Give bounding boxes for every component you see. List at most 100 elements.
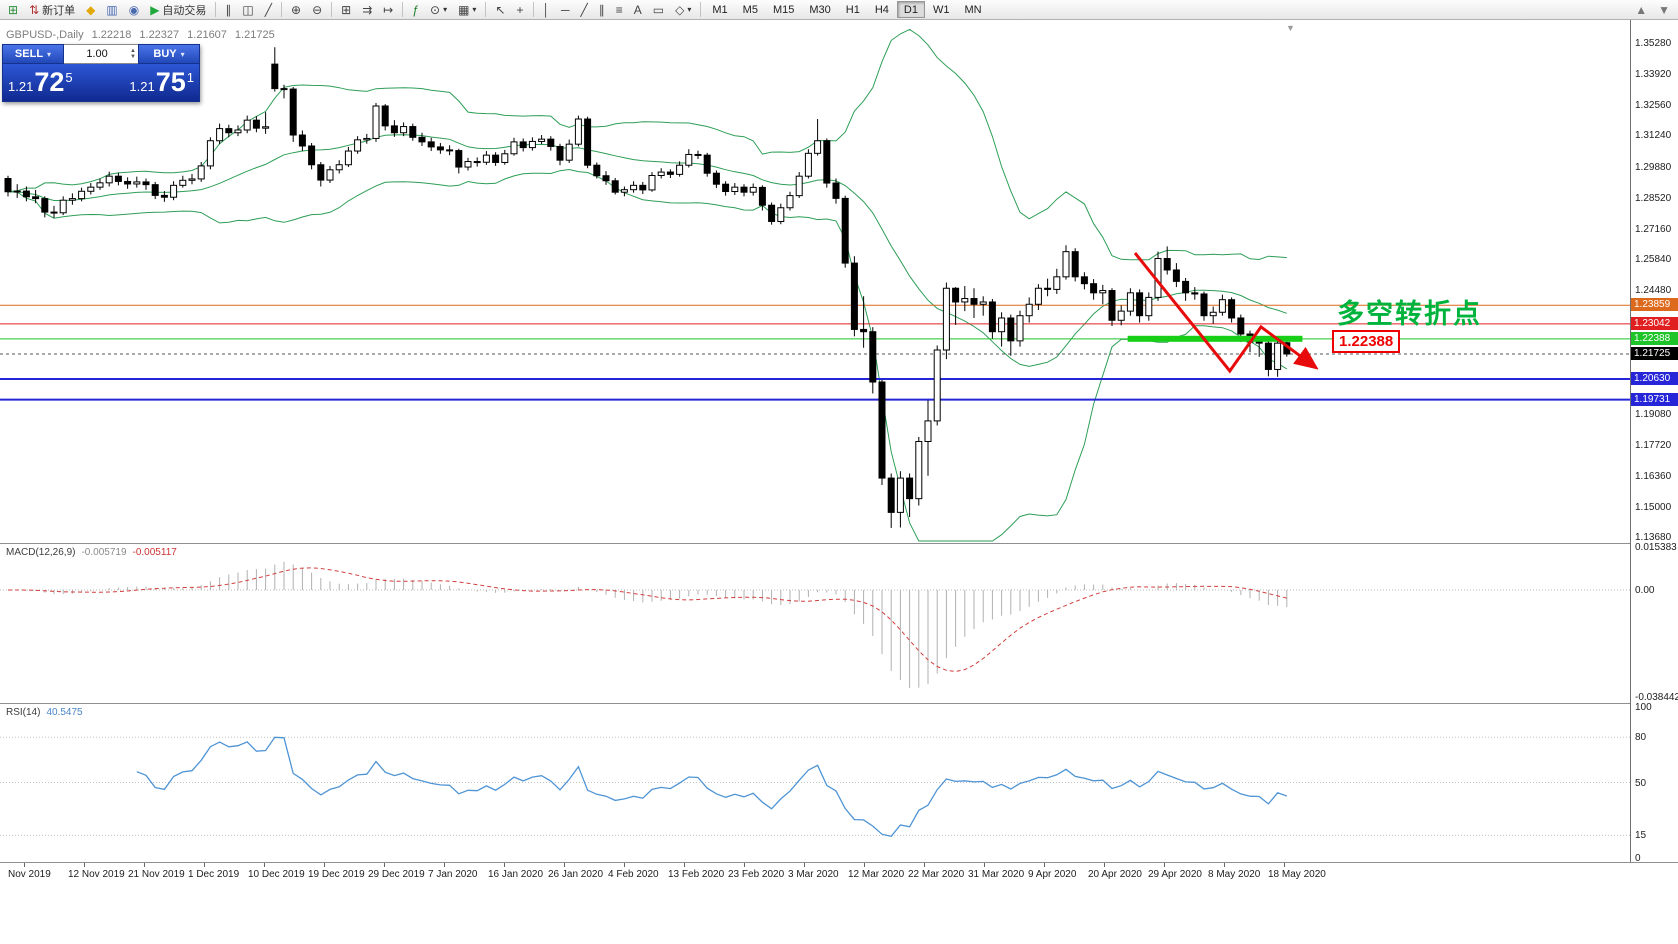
cursor-button[interactable]: ↖	[490, 1, 510, 19]
chevron-down-icon: ▾	[180, 49, 185, 59]
volume-stepper[interactable]: ▲ ▼	[130, 45, 138, 63]
quote-prices: 1.21 72 5 1.21 75 1	[2, 64, 200, 102]
text-label-icon: ▭	[652, 2, 665, 17]
zoom-out-button[interactable]: ⊖	[307, 1, 327, 19]
rsi-panel[interactable]: RSI(14) 40.5475	[0, 703, 1678, 862]
volume-field[interactable]: ▲▼	[64, 44, 138, 64]
timeframe-m1-button[interactable]: M1	[712, 4, 728, 16]
price-axis-label: 1.31240	[1635, 130, 1672, 142]
sell-label: SELL	[14, 48, 44, 60]
tile-windows-icon: ⊞	[341, 2, 352, 17]
time-axis-tick	[684, 863, 685, 867]
zoom-in-icon: ⊕	[291, 2, 302, 17]
market-watch-button[interactable]: ▥	[101, 1, 122, 19]
date-label: 22 Mar 2020	[908, 869, 965, 880]
price-axis-label: 1.25840	[1635, 253, 1672, 265]
chart-shift-marker-icon[interactable]: ▼	[1286, 23, 1295, 33]
periods-button[interactable]: ⊙ ▾	[425, 1, 452, 19]
timeframe-w1-button[interactable]: W1	[932, 4, 950, 16]
chart-line-button[interactable]: ╱	[260, 1, 277, 19]
horizontal-levels-layer	[0, 304, 1630, 401]
macd-panel[interactable]: MACD(12,26,9) -0.005719 -0.005117	[0, 543, 1678, 703]
timeframe-m15-button[interactable]: M15	[772, 4, 795, 16]
auto-scroll-button[interactable]: ⇉	[357, 1, 377, 19]
price-axis-chip: 1.22388	[1631, 331, 1678, 345]
chart-candles-button[interactable]: ◫	[237, 1, 258, 19]
timeframe-d1-button[interactable]: D1	[896, 1, 925, 18]
chart-line-icon: ╱	[264, 2, 272, 17]
arrows-button[interactable]: ◇ ▾	[670, 1, 696, 19]
cursor-icon: ↖	[495, 2, 506, 17]
vertical-line-button[interactable]: │	[538, 1, 556, 19]
timeframe-mn-button[interactable]: MN	[964, 4, 982, 16]
time-axis-tick	[624, 863, 625, 867]
timeframe-m5-button[interactable]: M5	[742, 4, 758, 16]
stepper-down-icon[interactable]: ▼	[130, 54, 136, 60]
rsi-value: 40.5475	[46, 707, 83, 718]
trendline-button[interactable]: ╱	[576, 1, 593, 19]
scroll-up-button[interactable]: ▲	[1630, 1, 1652, 19]
stepper-up-icon[interactable]: ▲	[130, 48, 136, 54]
chart-bars-button[interactable]: ∥	[220, 1, 236, 19]
equidistant-channel-button[interactable]: ∥	[594, 1, 610, 19]
timeframe-m30-button[interactable]: M30	[809, 4, 831, 16]
rsi-scale-label: 15	[1635, 830, 1647, 842]
time-axis-tick	[144, 863, 145, 867]
scroll-down-icon: ▼	[1658, 2, 1670, 17]
crosshair-button[interactable]: +	[512, 1, 529, 19]
horizontal-line-button[interactable]: ─	[556, 1, 575, 19]
buy-button[interactable]: BUY ▾	[138, 44, 200, 64]
scroll-down-button[interactable]: ▼	[1653, 1, 1675, 19]
templates-button[interactable]: ▦ ▾	[453, 1, 481, 19]
date-label: 3 Mar 2020	[788, 869, 839, 880]
rsi-scale-label: 0	[1635, 853, 1641, 864]
tile-windows-button[interactable]: ⊞	[336, 1, 356, 19]
buy-price: 1.21 75 1	[129, 67, 194, 97]
auto-scroll-icon: ⇉	[362, 2, 373, 17]
rsi-chart	[0, 736, 1630, 838]
time-axis-tick	[924, 863, 925, 867]
price-axis-label: 1.13680	[1635, 532, 1672, 543]
metaeditor-button[interactable]: ◆	[81, 1, 100, 19]
new-chart-button[interactable]: ⊞	[3, 1, 23, 19]
time-axis[interactable]: Nov 2019 12 Nov 2019 21 Nov 2019 1 Dec 2019…	[0, 862, 1678, 884]
price-axis-chip: 1.23859	[1631, 298, 1678, 312]
time-axis-tick	[1164, 863, 1165, 867]
volume-input[interactable]	[64, 45, 131, 63]
price-axis-label: 1.29880	[1635, 161, 1672, 173]
text-button[interactable]: A	[629, 1, 647, 19]
price-axis-chip: 1.20630	[1631, 372, 1678, 386]
main-chart-panel[interactable]: GBPUSD-,Daily 1.22218 1.22327 1.21607 1.…	[0, 20, 1678, 543]
text-label-button[interactable]: ▭	[648, 1, 669, 19]
zoom-in-button[interactable]: ⊕	[286, 1, 306, 19]
chart-shift-button[interactable]: ↦	[378, 1, 398, 19]
new-order-button[interactable]: ⇅ 新订单	[24, 1, 80, 19]
time-axis-tick	[1224, 863, 1225, 867]
time-axis-tick	[564, 863, 565, 867]
candlestick-chart[interactable]	[0, 20, 1678, 543]
fibonacci-button[interactable]: ≡	[611, 1, 628, 19]
chart-candles-icon: ◫	[242, 2, 254, 17]
fibonacci-icon: ≡	[615, 2, 623, 17]
chevron-down-icon: ▾	[687, 5, 692, 14]
rsi-scale-label: 100	[1635, 702, 1652, 713]
rsi-scale-label: 80	[1635, 732, 1647, 744]
community-button[interactable]: ◉	[124, 1, 144, 19]
price-axis-chip: 1.19731	[1631, 392, 1678, 406]
timeframe-h4-button[interactable]: H4	[874, 4, 889, 16]
crosshair-icon: +	[516, 2, 524, 17]
macd-signal-value: -0.005117	[132, 547, 177, 558]
toolbar: ⊞ ⇅ 新订单 ◆ ▥ ◉ ▶ 自动交易 ∥ ◫ ╱ ⊕ ⊖ ⊞ ⇉ ↦ ƒ ⊙ ▾ ▦ ▾ ↖ + │ ─ ╱ ∥ ≡ A ▭ ◇ ▾ M1 M…	[0, 0, 1678, 20]
macd-main-value: -0.005719	[81, 547, 127, 558]
timeframe-h1-button[interactable]: H1	[845, 4, 860, 16]
autotrade-button[interactable]: ▶ 自动交易	[145, 1, 211, 19]
indicators-button[interactable]: ƒ	[407, 1, 424, 19]
sell-button[interactable]: SELL ▾	[2, 44, 64, 64]
date-label: 1 Dec 2019	[188, 869, 240, 880]
price-axis[interactable]: 1.35280 1.33920 1.32560 1.31240 1.29880 1.285…	[1630, 20, 1678, 864]
price-axis-label: 1.33920	[1635, 69, 1672, 81]
market-watch-icon: ▥	[106, 2, 118, 17]
zoom-out-icon: ⊖	[312, 2, 323, 17]
chevron-down-icon: ▾	[443, 5, 448, 14]
